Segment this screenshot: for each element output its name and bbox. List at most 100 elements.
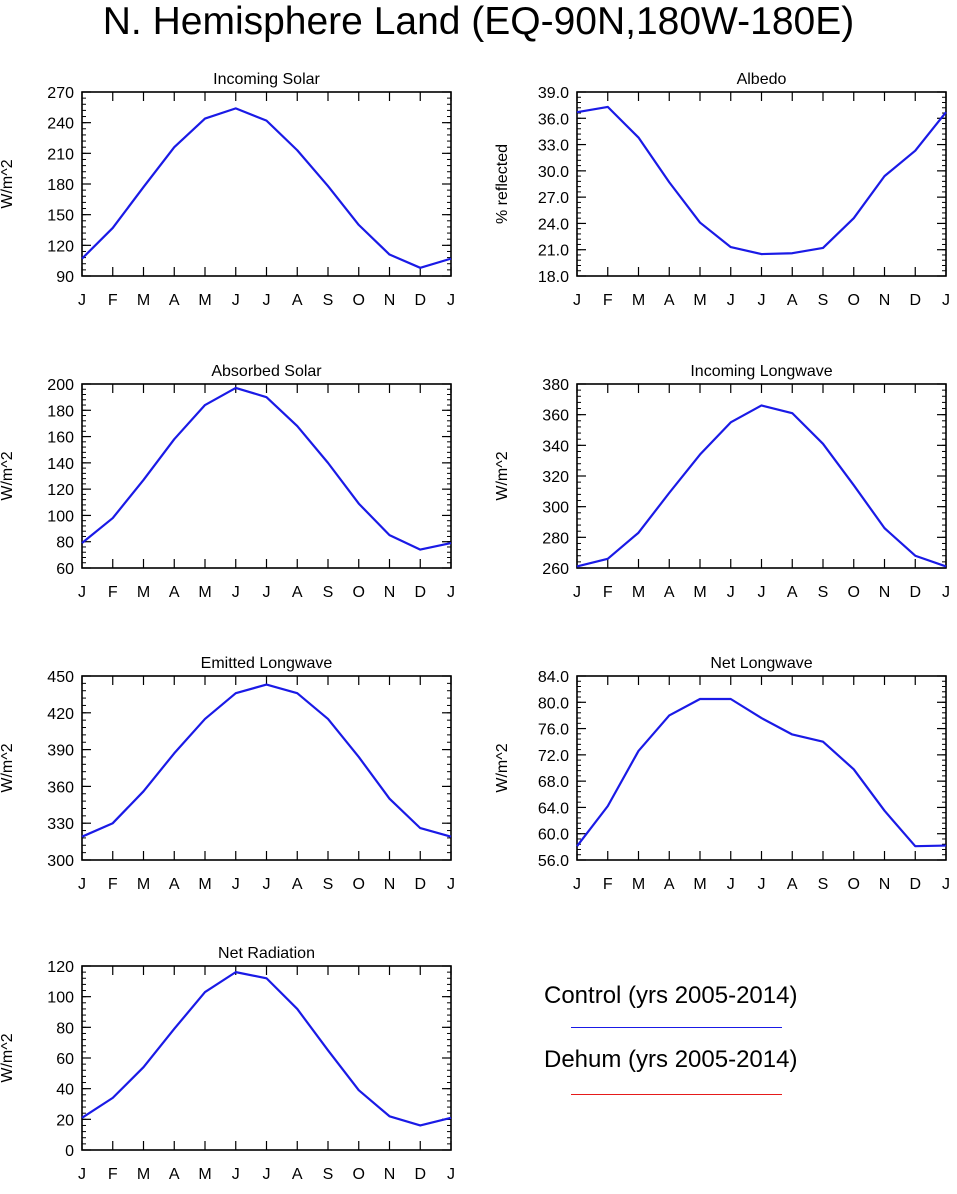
y-tick-label: 340 [542,438,569,455]
y-tick-label: 330 [47,816,74,833]
x-tick-label: M [632,584,645,601]
x-tick-label: A [169,876,180,893]
chart-panel-1: Incoming SolarW/m^227024021018015012090J… [0,71,455,309]
y-axis-label: W/m^2 [494,451,511,500]
x-tick-label: N [384,584,396,601]
x-tick-label: J [942,584,950,601]
chart-panel-3: Absorbed Solar W/m^2 200 180 160 140 120 100 80 6… [0,363,455,601]
x-tick-label: M [632,876,645,893]
x-tick-label: J [232,876,240,893]
x-tick-label: A [787,292,798,309]
x-tick-label: J [78,584,86,601]
panel-title: Absorbed Solar [211,363,322,380]
x-tick-label: A [292,584,303,601]
x-tick-label: O [353,584,365,601]
x-tick-label: J [263,292,271,309]
y-tick-label: 80 [56,1020,74,1037]
x-tick-label: O [353,1166,365,1183]
x-tick-label: J [727,876,735,893]
y-tick-label: 21.0 [538,243,569,260]
x-tick-label: N [879,292,891,309]
x-tick-label: J [573,584,581,601]
chart-panel-6: Net Longwave W/m^2 84.0 80.0 76.0 72.0 68.0 64.… [494,655,950,893]
y-tick-label: 280 [542,530,569,547]
x-tick-label: F [603,876,613,893]
x-tick-label: N [879,876,891,893]
x-tick-label: J [727,292,735,309]
y-tick-label: 120 [47,238,74,255]
x-tick-label: F [108,876,118,893]
x-tick-label: A [169,292,180,309]
x-tick-label: D [414,584,426,601]
x-tick-label: J [758,292,766,309]
y-tick-label: 270 [47,85,74,102]
x-tick-label: S [818,584,829,601]
x-tick-label: M [137,1166,150,1183]
plot-frame [81,91,452,277]
x-tick-label: N [879,584,891,601]
y-tick-label: 80.0 [538,695,569,712]
x-tick-label: A [664,876,675,893]
x-tick-label: M [137,292,150,309]
y-tick-label: 360 [542,408,569,425]
y-tick-label: 40 [56,1082,74,1099]
y-tick-label: 160 [47,430,74,447]
y-tick-label: 20 [56,1112,74,1129]
x-tick-label: J [758,584,766,601]
x-tick-label: J [232,1166,240,1183]
y-tick-label: 300 [47,853,74,870]
x-tick-label: N [384,1166,396,1183]
x-tick-label: J [263,1166,271,1183]
y-tick-label: 84.0 [538,669,569,686]
x-tick-label: O [353,292,365,309]
x-tick-label: O [848,876,860,893]
x-tick-label: F [108,584,118,601]
x-tick-label: S [323,876,334,893]
x-tick-label: J [942,876,950,893]
x-tick-label: F [603,584,613,601]
y-tick-label: 200 [47,377,74,394]
y-tick-label: 300 [542,500,569,517]
x-tick-label: M [693,876,706,893]
y-tick-label: 100 [47,990,74,1007]
y-tick-label: 210 [47,146,74,163]
series-line-control [81,107,452,269]
panel-title: Incoming Solar [213,71,320,88]
y-tick-label: 30.0 [538,164,569,181]
panel-title: Net Longwave [710,655,812,672]
x-tick-label: A [664,584,675,601]
y-tick-label: 120 [47,482,74,499]
x-tick-label: N [384,876,396,893]
x-tick-label: J [232,584,240,601]
x-tick-label: A [787,876,798,893]
x-tick-label: J [263,876,271,893]
x-tick-label: A [664,292,675,309]
x-tick-label: F [108,1166,118,1183]
x-tick-label: A [169,584,180,601]
y-tick-label: 390 [47,743,74,760]
y-axis-label: W/m^2 [494,743,511,792]
x-tick-label: D [414,292,426,309]
x-tick-label: J [78,1166,86,1183]
x-tick-label: M [632,292,645,309]
x-tick-label: M [198,292,211,309]
x-tick-label: S [818,292,829,309]
x-tick-label: A [169,1166,180,1183]
x-tick-label: D [909,292,921,309]
panel-title: Incoming Longwave [690,363,832,380]
x-tick-label: M [137,876,150,893]
y-tick-label: 450 [47,669,74,686]
plot-frame [81,383,452,569]
series-line-control [576,404,947,568]
y-tick-label: 180 [47,403,74,420]
x-tick-label: M [198,876,211,893]
x-tick-label: J [447,876,455,893]
y-axis-label: W/m^2 [0,451,16,500]
x-tick-label: J [758,876,766,893]
y-tick-label: 18.0 [538,269,569,286]
x-tick-label: S [323,584,334,601]
panel-title: Albedo [737,71,787,88]
x-tick-label: O [353,876,365,893]
series-line-control [81,683,452,838]
x-tick-label: M [693,584,706,601]
